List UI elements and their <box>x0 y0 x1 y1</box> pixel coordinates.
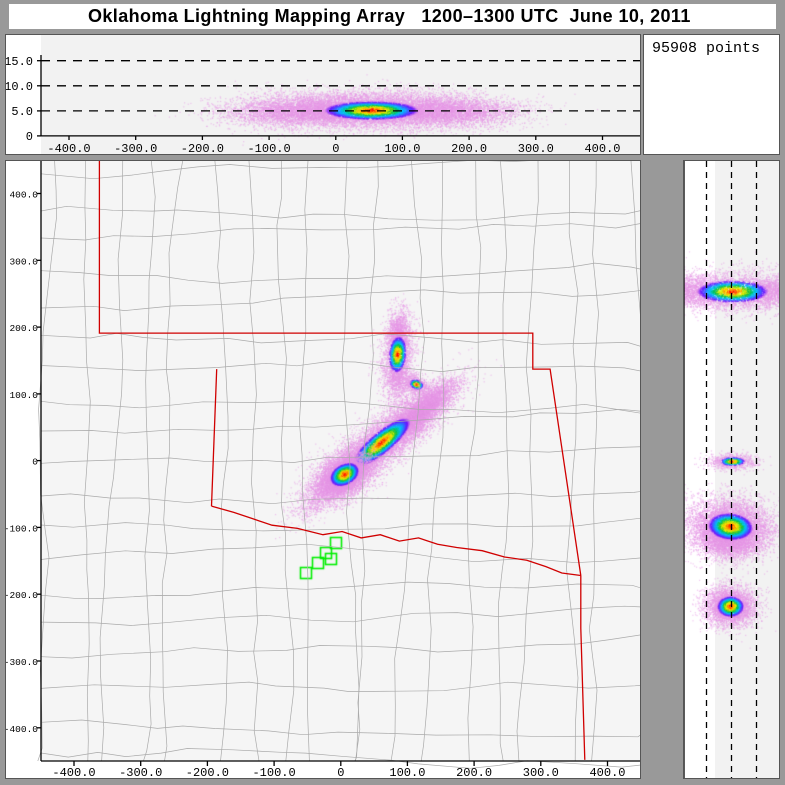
svg-text:0: 0 <box>32 457 38 468</box>
svg-text:-300.0: -300.0 <box>114 142 157 155</box>
svg-text:300.0: 300.0 <box>9 256 38 267</box>
svg-text:300.0: 300.0 <box>523 766 559 779</box>
svg-text:100.0: 100.0 <box>389 766 425 779</box>
svg-text:-300.0: -300.0 <box>119 766 162 779</box>
svg-text:400.0: 400.0 <box>589 766 625 779</box>
svg-text:-100.0: -100.0 <box>252 766 295 779</box>
svg-text:100.0: 100.0 <box>9 390 38 401</box>
svg-text:-300.0: -300.0 <box>6 657 38 668</box>
svg-text:200.0: 200.0 <box>9 323 38 334</box>
svg-text:-100.0: -100.0 <box>6 523 38 534</box>
svg-text:100.0: 100.0 <box>384 142 420 155</box>
svg-text:0: 0 <box>337 766 344 779</box>
svg-text:200.0: 200.0 <box>456 766 492 779</box>
svg-text:-200.0: -200.0 <box>6 590 38 601</box>
svg-text:-200.0: -200.0 <box>181 142 224 155</box>
svg-text:400.0: 400.0 <box>9 190 38 201</box>
svg-text:15.0: 15.0 <box>6 55 33 69</box>
svg-text:-200.0: -200.0 <box>186 766 229 779</box>
svg-text:-400.0: -400.0 <box>52 766 95 779</box>
svg-text:-400.0: -400.0 <box>47 142 90 155</box>
svg-text:400.0: 400.0 <box>584 142 620 155</box>
svg-text:5.0: 5.0 <box>11 105 33 119</box>
svg-text:200.0: 200.0 <box>451 142 487 155</box>
svg-text:300.0: 300.0 <box>518 142 554 155</box>
svg-text:0: 0 <box>26 130 33 144</box>
svg-text:-400.0: -400.0 <box>6 724 38 735</box>
svg-text:-100.0: -100.0 <box>247 142 290 155</box>
svg-text:0: 0 <box>332 142 339 155</box>
svg-text:10.0: 10.0 <box>6 80 33 94</box>
